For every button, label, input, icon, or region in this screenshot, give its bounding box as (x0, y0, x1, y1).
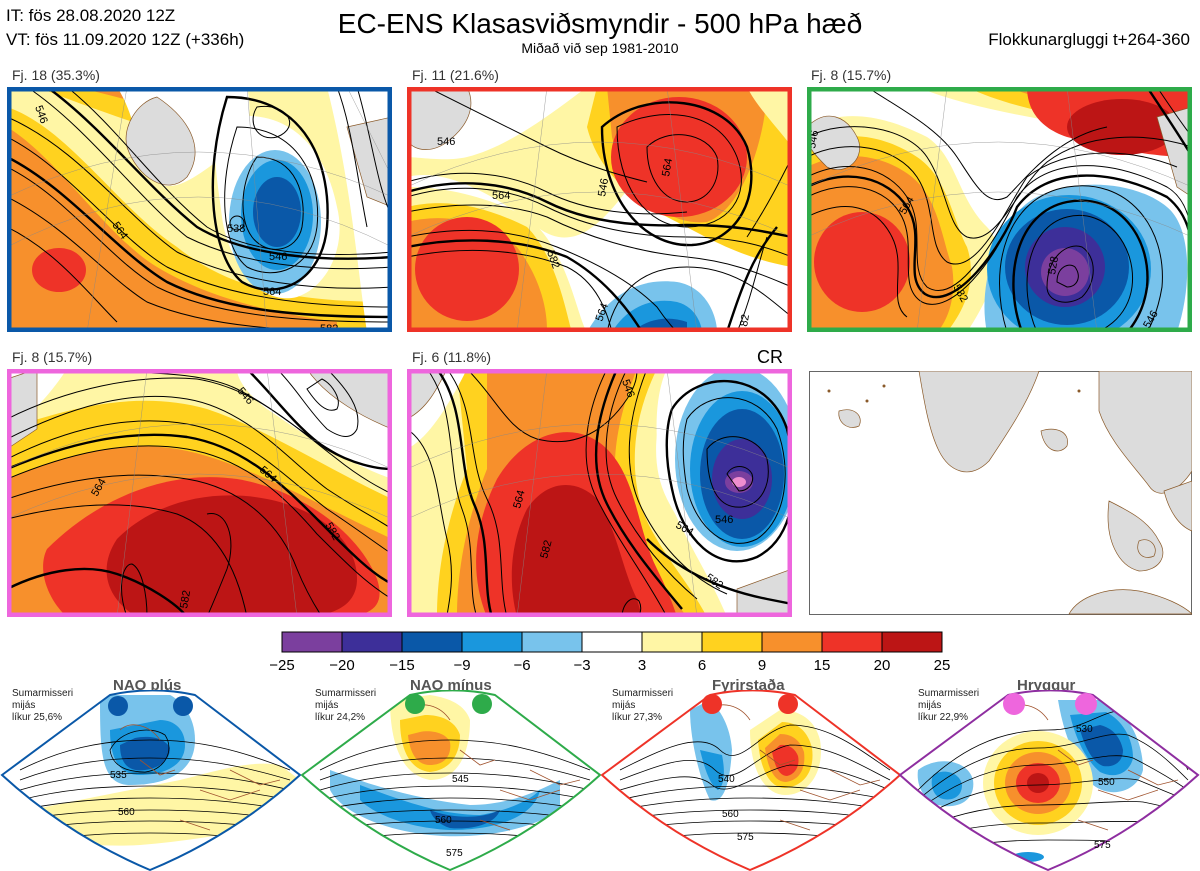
colorbar-bin (881, 631, 943, 653)
contour-label: 582 (178, 589, 193, 609)
contour-label: 546 (619, 378, 637, 399)
colorbar-bin (641, 631, 703, 653)
regime-4-marker (1075, 693, 1097, 715)
colorbar-bin (761, 631, 823, 653)
regime-1-marker (173, 696, 193, 716)
regime-3-marker (778, 694, 798, 714)
colorbar-bin (401, 631, 463, 653)
panel-1-label: Fj. 18 (35.3%) (12, 67, 100, 83)
contour-label: 564 (594, 302, 612, 323)
regime-3-stats: Sumarmisseri mijás líkur 27,3% (612, 688, 674, 723)
classification-window: Flokkunargluggi t+264-360 (988, 30, 1190, 49)
colorbar-bin (581, 631, 643, 653)
contour-label: 575 (1094, 840, 1111, 851)
regime-3-map: 540 560 575 (600, 690, 902, 871)
page-subtitle: Miðað við sep 1981-2010 (521, 40, 679, 56)
colorbar-tick: 3 (638, 657, 646, 674)
contour-label: 575 (446, 848, 463, 859)
colorbar-tick: 15 (814, 657, 831, 674)
panel-4-label: Fj. 8 (15.7%) (12, 349, 93, 365)
regime-1-stats: Sumarmisseri mijás líkur 25,6% (12, 688, 74, 723)
contour-label: 530 (1076, 724, 1093, 735)
regime-1-map: 535 560 (0, 690, 302, 871)
contour-label: 535 (110, 770, 127, 781)
colorbar-tick: −3 (573, 657, 590, 674)
contour-label: 546 (715, 514, 733, 526)
regime-4-marker (1003, 693, 1025, 715)
panel-5-label: Fj. 6 (11.8%) (412, 349, 492, 365)
colorbar-tick: −25 (269, 657, 294, 674)
colorbar-bin (461, 631, 523, 653)
contour-label: 575 (737, 832, 754, 843)
contour-label: 546 (32, 104, 50, 125)
colorbar-tick: −15 (389, 657, 414, 674)
regime-2-map: 545 560 575 (300, 690, 602, 871)
reference-map-panel (809, 371, 1192, 615)
regime-3-marker (702, 694, 722, 714)
colorbar-bin (281, 631, 343, 653)
contour-label: 538 (227, 223, 245, 235)
regime-3-name: Fyrirstaða (712, 677, 785, 694)
map-panel-2: 546 564 546 564 582 564 82 (407, 87, 792, 332)
contour-label: 560 (435, 815, 452, 826)
colorbar-bin (821, 631, 883, 653)
regime-2-marker (472, 694, 492, 714)
colorbar-tick: 25 (934, 657, 951, 674)
contour-label: 560 (722, 809, 739, 820)
colorbar-tick: 9 (758, 657, 766, 674)
contour-label: 545 (452, 774, 469, 785)
contour-label: 582 (544, 249, 562, 270)
regime-1-marker (108, 696, 128, 716)
colorbar-bin (521, 631, 583, 653)
contour-label: 82 (738, 313, 752, 327)
colorbar-bin (341, 631, 403, 653)
colorbar-tick: −9 (453, 657, 470, 674)
initial-time: IT: fös 28.08.2020 12Z (6, 6, 176, 25)
contour-label: 528 (1046, 255, 1061, 275)
contour-label: 564 (511, 489, 527, 510)
regime-2-name: NAO mínus (410, 677, 492, 694)
map-panel-1: 546 564 538 546 564 582 (7, 87, 392, 332)
contour-label: 546 (437, 136, 455, 148)
colorbar-tick: −20 (329, 657, 354, 674)
contour-label: 550 (1098, 777, 1115, 788)
page-title: EC-ENS Klasasviðsmyndir - 500 hPa hæð (337, 8, 863, 39)
header-run-info: IT: fös 28.08.2020 12Z VT: fös 11.09.202… (6, 4, 244, 52)
contour-label: 582 (538, 539, 554, 560)
regime-4-map: 530 550 575 (898, 690, 1200, 871)
map-panel-4: 546 564 564 582 582 (7, 369, 392, 617)
colorbar-tick: 20 (874, 657, 891, 674)
colorbar-bin (701, 631, 763, 653)
contour-label: 564 (263, 286, 281, 298)
contour-label: 564 (660, 157, 675, 177)
regime-2-marker (405, 694, 425, 714)
panel-3-label: Fj. 8 (15.7%) (811, 67, 892, 83)
colorbar-tick: 6 (698, 657, 706, 674)
contour-label: 546 (269, 251, 287, 263)
map-panel-3: 546 564 582 528 546 (807, 87, 1192, 332)
valid-time: VT: fös 11.09.2020 12Z (+336h) (6, 30, 245, 49)
contour-label: 540 (718, 774, 735, 785)
regime-2-stats: Sumarmisseri mijás líkur 24,2% (315, 688, 377, 723)
map-panel-5: 546 564 582 564 546 582 (407, 369, 792, 617)
colorbar-tick: −6 (513, 657, 530, 674)
cr-label: CR (757, 347, 783, 367)
contour-label: 564 (492, 190, 510, 202)
contour-label: 546 (596, 177, 611, 197)
contour-label: 560 (118, 807, 135, 818)
regime-4-stats: Sumarmisseri mijás líkur 22,9% (918, 688, 980, 723)
colorbar: −25 −20 −15 −9 −6 −3 3 6 9 15 20 25 (269, 631, 951, 674)
panel-2-label: Fj. 11 (21.6%) (412, 67, 499, 83)
